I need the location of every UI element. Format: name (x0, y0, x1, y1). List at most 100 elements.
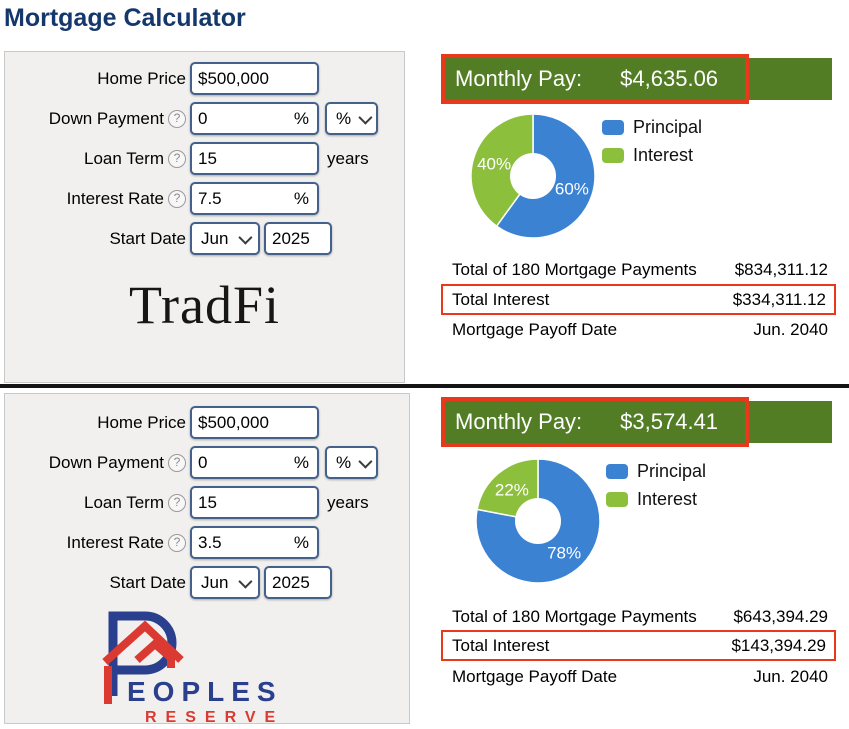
total-payments-label: Total of 180 Mortgage Payments (452, 260, 697, 279)
logo-letter-p (108, 611, 177, 696)
loan-term-input[interactable] (192, 148, 317, 169)
tradfi-logo: TradFi (128, 275, 281, 335)
start-date-label: Start Date (109, 228, 186, 248)
principal-swatch-icon (606, 464, 628, 479)
total-interest-label: Total Interest (452, 635, 550, 655)
help-icon[interactable]: ? (168, 189, 186, 208)
house-icon (102, 620, 184, 704)
start-date-row: Start Date Jun (5, 222, 404, 255)
start-year-input[interactable] (266, 572, 330, 593)
legend-interest-label: Interest (633, 145, 694, 165)
interest-rate-row: Interest Rate ? % (5, 182, 404, 215)
svg-text:78%: 78% (547, 544, 581, 563)
chart-legend: Principal Interest (602, 117, 702, 166)
total-interest-label: Total Interest (452, 289, 550, 309)
down-payment-row: Down Payment ? % % (5, 446, 409, 479)
interest-rate-row: Interest Rate ? % (5, 526, 409, 559)
home-price-field (190, 62, 319, 95)
interest-rate-label: Interest Rate ? (5, 182, 186, 215)
home-price-row: Home Price (5, 406, 409, 439)
chevron-down-icon (238, 574, 253, 589)
calculator-panel-peoples-reserve: Home Price Down Payment ? % % Loan Term (4, 393, 410, 726)
loan-term-field (190, 142, 319, 175)
start-year-field (264, 222, 332, 255)
monthly-pay-value: $3,574.41 (620, 409, 719, 434)
calculator-panel-tradfi: Home Price Down Payment ? % % Loan Term (4, 51, 405, 383)
down-payment-field: % (190, 102, 319, 135)
interest-swatch-icon (606, 492, 628, 507)
help-icon[interactable]: ? (168, 109, 186, 128)
chart-legend: Principal Interest (606, 461, 706, 510)
start-month-select[interactable]: Jun (190, 222, 260, 255)
down-payment-input[interactable] (192, 452, 294, 473)
interest-rate-label: Interest Rate ? (5, 526, 186, 559)
monthly-pay-label: Monthly Pay: (455, 66, 583, 91)
home-price-input[interactable] (192, 412, 317, 433)
total-interest-value: $143,394.29 (731, 635, 826, 655)
down-payment-unit-select[interactable]: % (325, 446, 378, 479)
interest-rate-input[interactable] (192, 188, 294, 209)
interest-rate-input[interactable] (192, 532, 294, 553)
monthly-pay-banner: Monthly Pay: $3,574.41 (443, 401, 832, 443)
loan-term-field (190, 486, 319, 519)
down-payment-input[interactable] (192, 108, 294, 129)
legend-principal-label: Principal (637, 461, 707, 481)
loan-term-input[interactable] (192, 492, 317, 513)
home-price-row: Home Price (5, 62, 404, 95)
chevron-down-icon (358, 110, 373, 125)
monthly-pay-value: $4,635.06 (620, 66, 719, 91)
chevron-down-icon (238, 230, 253, 245)
interest-swatch-icon (602, 148, 624, 163)
percent-suffix: % (293, 108, 309, 128)
home-price-field (190, 406, 319, 439)
total-interest-row: Total Interest $143,394.29 (441, 630, 836, 661)
total-interest-value: $334,311.12 (732, 289, 826, 309)
payoff-date-row: Mortgage Payoff Date Jun. 2040 (443, 317, 836, 343)
legend-row-principal: Principal (606, 461, 706, 482)
total-payments-value: $834,311.12 (734, 260, 828, 279)
down-payment-unit-select[interactable]: % (325, 102, 378, 135)
total-payments-value: $643,394.29 (733, 607, 828, 626)
payoff-date-label: Mortgage Payoff Date (452, 667, 618, 686)
legend-principal-label: Principal (633, 117, 703, 137)
home-price-input[interactable] (192, 68, 317, 89)
loan-term-row: Loan Term ? years (5, 142, 404, 175)
svg-text:22%: 22% (495, 481, 529, 500)
interest-rate-field: % (190, 182, 319, 215)
home-price-label: Home Price (97, 412, 186, 432)
payoff-date-row: Mortgage Payoff Date Jun. 2040 (443, 664, 836, 690)
percent-suffix: % (293, 188, 309, 208)
help-icon[interactable]: ? (168, 493, 186, 512)
loan-term-unit: years (327, 148, 369, 168)
interest-rate-field: % (190, 526, 319, 559)
start-month-select[interactable]: Jun (190, 566, 260, 599)
loan-term-row: Loan Term ? years (5, 486, 409, 519)
start-year-field (264, 566, 332, 599)
down-payment-label: Down Payment ? (5, 102, 186, 135)
legend-row-principal: Principal (602, 117, 702, 138)
help-icon[interactable]: ? (168, 533, 186, 552)
total-payments-label: Total of 180 Mortgage Payments (452, 607, 697, 626)
payment-breakdown-donut: 60% 40% (470, 113, 596, 239)
start-date-row: Start Date Jun (5, 566, 409, 599)
legend-interest-label: Interest (637, 489, 698, 509)
payment-breakdown-donut: 78% 22% (475, 458, 601, 584)
start-year-input[interactable] (266, 228, 330, 249)
svg-text:60%: 60% (555, 180, 589, 199)
loan-term-label: Loan Term ? (5, 486, 186, 519)
payoff-date-label: Mortgage Payoff Date (452, 320, 618, 339)
help-icon[interactable]: ? (168, 149, 186, 168)
svg-text:40%: 40% (477, 154, 511, 173)
total-payments-row: Total of 180 Mortgage Payments $834,311.… (443, 257, 836, 283)
start-date-label: Start Date (109, 572, 186, 592)
down-payment-row: Down Payment ? % % (5, 102, 404, 135)
payoff-date-value: Jun. 2040 (753, 667, 828, 686)
peoples-reserve-logo: EOPLES RESERVE (102, 611, 276, 726)
home-price-label: Home Price (97, 68, 186, 88)
percent-suffix: % (293, 532, 309, 552)
loan-term-unit: years (327, 492, 369, 512)
help-icon[interactable]: ? (168, 453, 186, 472)
total-interest-row: Total Interest $334,311.12 (441, 284, 836, 315)
loan-term-label: Loan Term ? (5, 142, 186, 175)
